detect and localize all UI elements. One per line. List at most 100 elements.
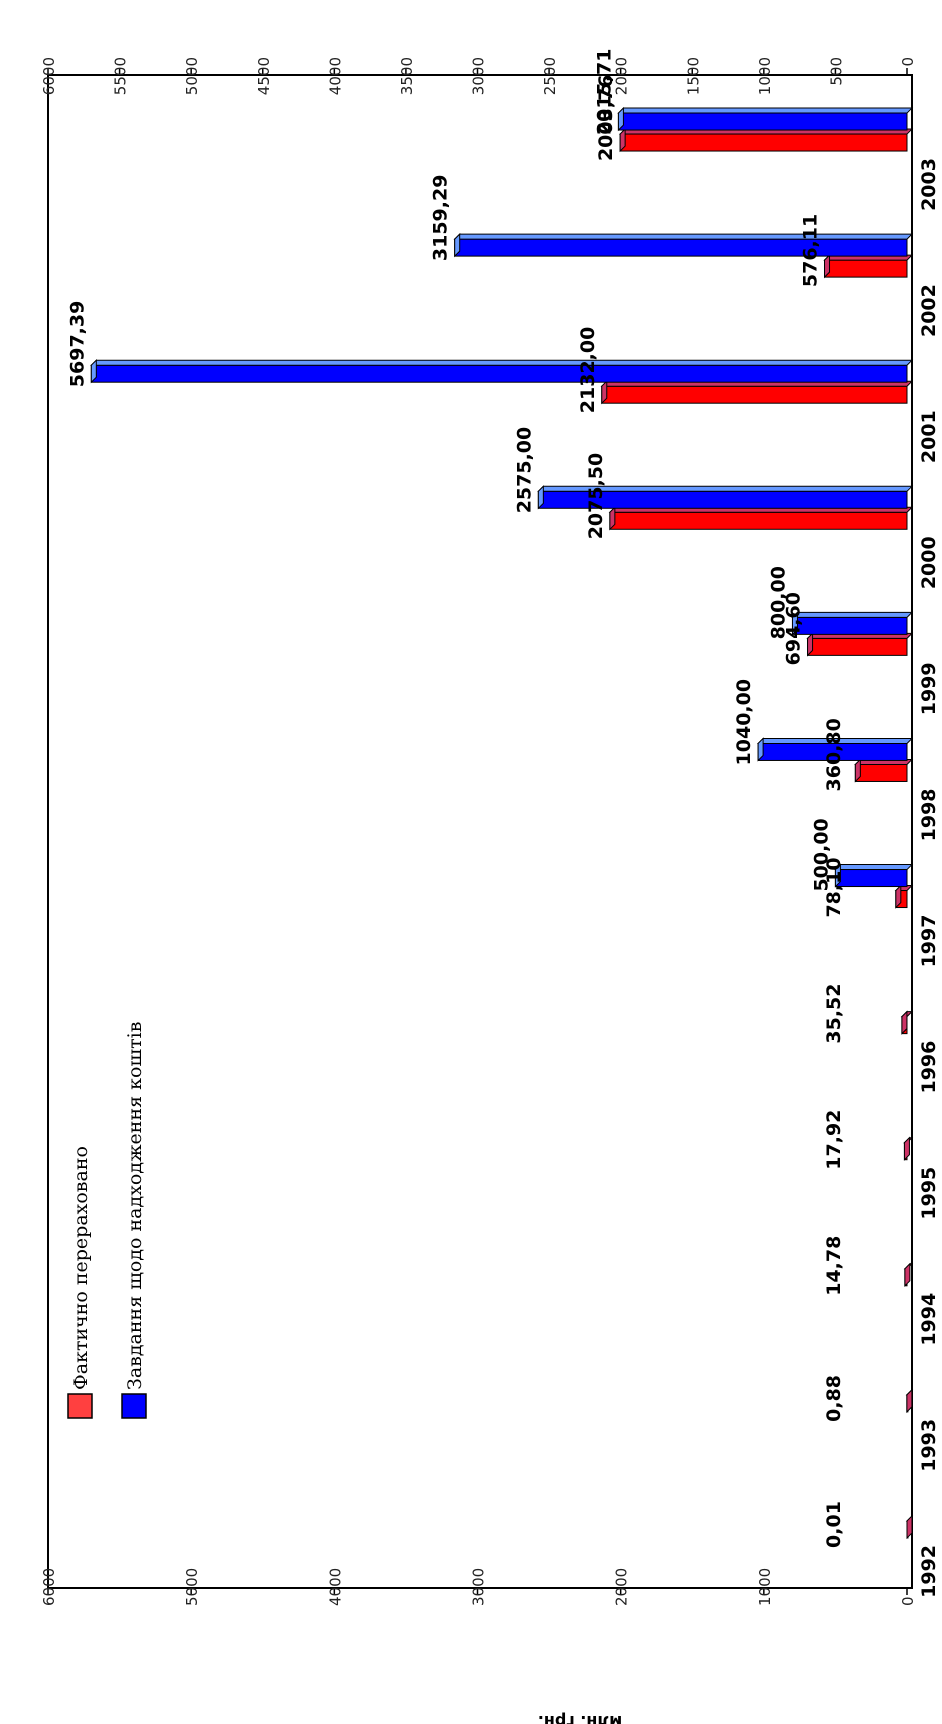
bar-actual-face xyxy=(807,637,908,656)
plot-frame xyxy=(47,74,913,1589)
bar-target-top xyxy=(617,107,914,114)
data-label-actual: 14,78 xyxy=(823,1236,845,1296)
bar-actual-cap xyxy=(609,506,616,531)
bar-actual-face xyxy=(619,133,908,152)
bar-target-cap xyxy=(90,359,97,384)
bar-actual-face xyxy=(601,385,908,404)
category-label: 1997 xyxy=(918,915,940,968)
data-label-actual: 2132,00 xyxy=(577,327,599,414)
data-label-actual: 360,80 xyxy=(823,718,845,791)
data-label-target: 3159,29 xyxy=(430,175,452,262)
left-tick-label: 1000 xyxy=(756,1568,774,1606)
data-label-actual: 17,92 xyxy=(823,1110,845,1170)
bar-actual-cap xyxy=(807,632,814,657)
right-tick-label: 5000 xyxy=(183,57,201,95)
data-label-actual: 694,60 xyxy=(783,592,805,665)
bar-target-face xyxy=(617,112,908,131)
left-tick-label: 5000 xyxy=(183,1568,201,1606)
bar-actual-face xyxy=(854,763,908,782)
bar-actual-cap xyxy=(903,1136,910,1161)
left-tick-label: 3000 xyxy=(470,1568,488,1606)
bar-actual-face xyxy=(609,511,908,530)
bar-actual-cap xyxy=(601,380,608,405)
bar-target-top xyxy=(791,611,914,618)
right-tick-label: 5500 xyxy=(112,57,130,95)
category-labels: 1992 1993 1994 1995 1996 1997 1998 1999 2000 2001… xyxy=(918,158,940,1598)
data-label-actual: 2075,50 xyxy=(585,453,607,540)
category-label: 2002 xyxy=(918,284,940,337)
plot-border xyxy=(47,74,913,1589)
category-label: 2003 xyxy=(918,158,940,211)
data-label-target: 2015,71 xyxy=(593,48,615,135)
right-tick-label: 2000 xyxy=(613,57,631,95)
data-label-actual: 0,88 xyxy=(823,1375,845,1422)
bar-actual-cap xyxy=(854,758,861,783)
data-label-actual: 78,10 xyxy=(823,857,845,917)
bar-target-cap xyxy=(537,485,544,510)
left-tick-label: 4000 xyxy=(326,1568,344,1606)
right-tick-label: 0 xyxy=(899,57,917,67)
bars xyxy=(90,106,914,1540)
category-label: 2000 xyxy=(918,536,940,589)
bar-actual-face xyxy=(824,259,908,278)
data-label-target: 2575,00 xyxy=(513,427,535,514)
bar-actual-cap xyxy=(895,884,902,909)
left-tick-label: 0 xyxy=(899,1596,917,1606)
data-label-target: 500,00 xyxy=(810,818,832,891)
bar-target-cap xyxy=(617,106,624,132)
right-tick-label: 1000 xyxy=(756,57,774,95)
bar-target-cap xyxy=(834,863,841,888)
bar-target-top xyxy=(90,359,914,366)
right-tick-label: 3000 xyxy=(470,57,488,95)
left-tick-label: 6000 xyxy=(40,1568,58,1606)
bar-target-face xyxy=(454,238,908,257)
left-axis-ticks: 0 1000 2000 3000 4000 5000 6000 xyxy=(40,1568,917,1606)
bar-target-cap xyxy=(454,232,461,258)
legend-label-actual: Фактично перераховано xyxy=(70,1146,92,1390)
data-label-actual: 576,11 xyxy=(800,214,822,287)
category-label: 1992 xyxy=(918,1545,940,1598)
right-tick-label: 500 xyxy=(827,57,845,86)
bar-actual-cap xyxy=(619,127,626,153)
data-label-target: 800,00 xyxy=(767,566,789,639)
category-label: 1994 xyxy=(918,1293,940,1346)
bar-actual-cap xyxy=(904,1262,911,1287)
right-tick-label: 3500 xyxy=(398,57,416,95)
y-axis-title: млн. грн. xyxy=(538,1712,622,1724)
bar-actual-cap xyxy=(824,253,831,279)
right-axis-ticks: 0 500 1000 1500 2000 2500 3000 3500 4000 4500 5000… xyxy=(40,57,917,95)
bar-target-cap xyxy=(791,611,798,636)
right-tick-label: 4500 xyxy=(255,57,273,95)
bar-actual-cap xyxy=(906,1514,913,1540)
legend-swatch-actual xyxy=(67,1393,93,1419)
bar-target-top xyxy=(834,864,914,871)
data-label-target: 5697,39 xyxy=(66,301,88,388)
category-label: 1999 xyxy=(918,662,940,715)
bar-target-face xyxy=(834,869,908,888)
data-label-target: 1040,00 xyxy=(733,679,755,766)
right-tick-label: 2500 xyxy=(541,57,559,95)
bar-target-cap xyxy=(757,737,764,762)
bar-target-top xyxy=(453,233,914,240)
legend-label-target: Завдання щодо надходження коштів xyxy=(124,1022,146,1390)
left-tick-label: 2000 xyxy=(613,1568,631,1606)
category-label: 1996 xyxy=(918,1041,940,1094)
data-label-actual: 35,52 xyxy=(823,984,845,1044)
bar-actual-cap xyxy=(901,1010,908,1035)
legend: Фактично перераховано Завдання щодо надх… xyxy=(67,1022,147,1419)
right-tick-label: 6000 xyxy=(40,57,58,95)
category-label: 2001 xyxy=(918,410,940,463)
data-label-actual: 0,01 xyxy=(823,1501,845,1548)
bar-target-face xyxy=(90,364,908,383)
right-tick-label: 1500 xyxy=(684,57,702,95)
bar-actual-cap xyxy=(906,1388,913,1414)
category-label: 1993 xyxy=(918,1419,940,1472)
category-label: 1995 xyxy=(918,1167,940,1220)
legend-swatch-target xyxy=(121,1393,147,1419)
right-tick-label: 4000 xyxy=(326,57,344,95)
category-label: 1998 xyxy=(918,788,940,841)
bar-target-face xyxy=(791,616,908,635)
data-label-actual: 2003,76 xyxy=(595,74,617,161)
